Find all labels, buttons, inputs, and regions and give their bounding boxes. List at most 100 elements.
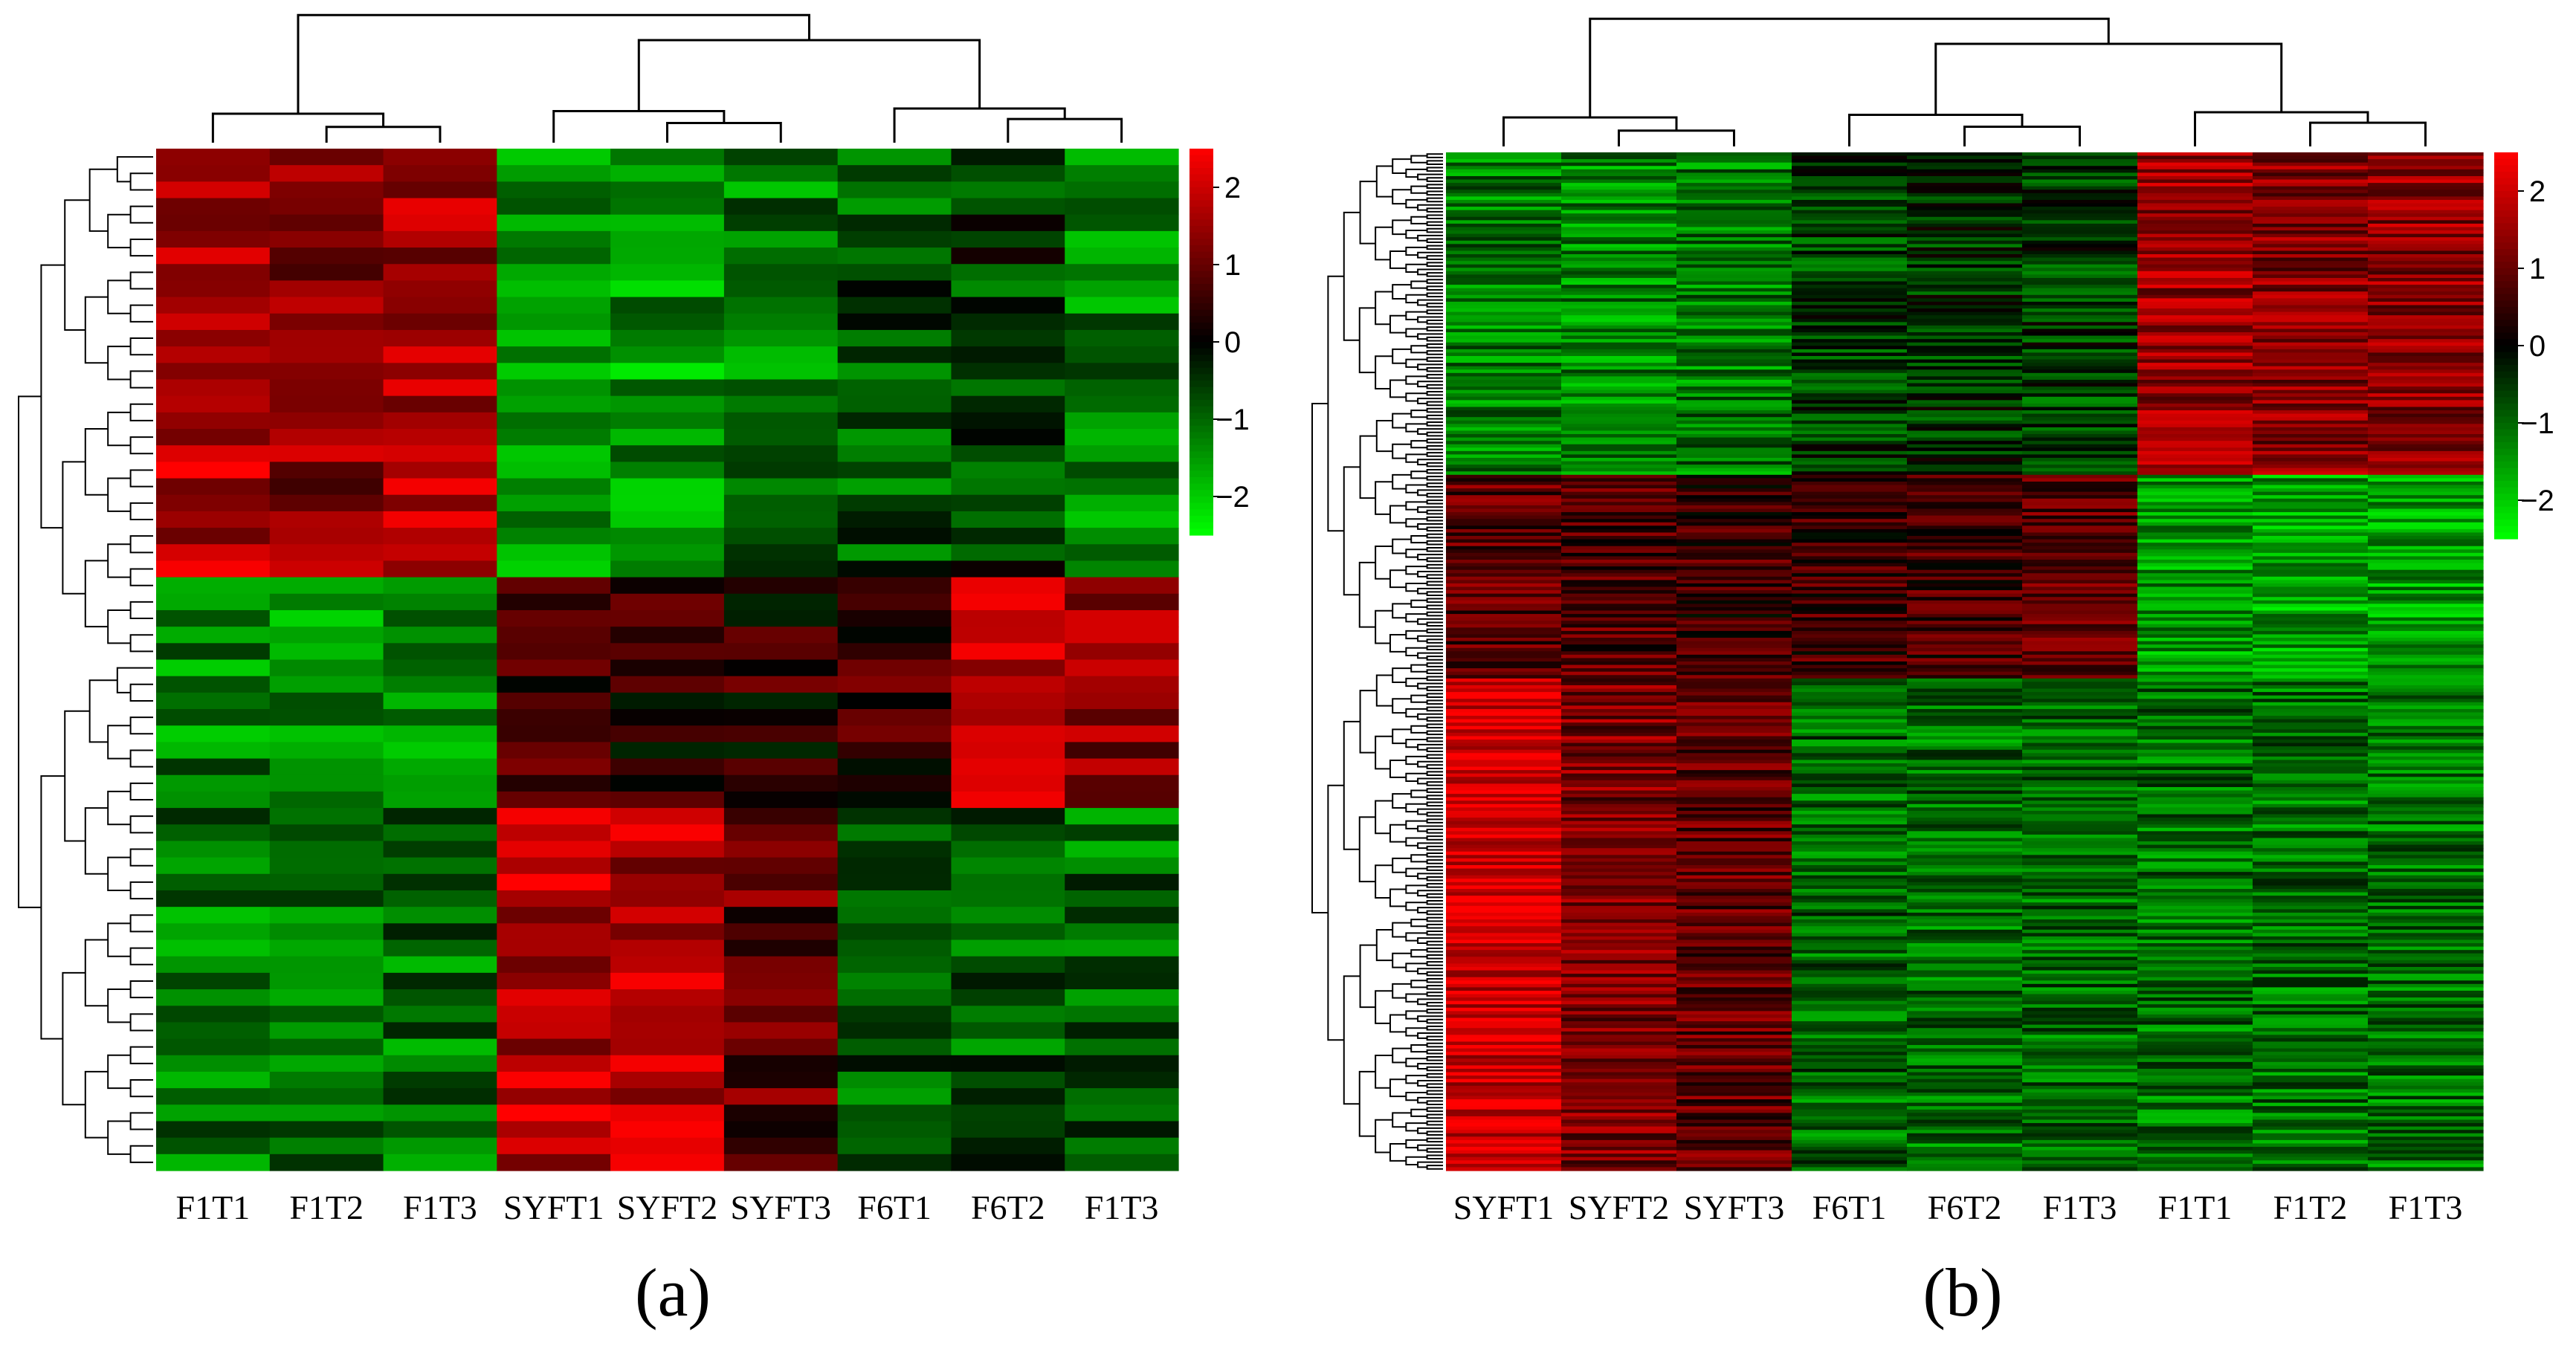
heatmap-cell — [1446, 580, 1562, 584]
heatmap-cell — [2022, 458, 2138, 462]
heatmap-cell — [2368, 152, 2484, 157]
heatmap-cell — [1907, 434, 2023, 439]
heatmap-cell — [2137, 441, 2253, 445]
heatmap-cell — [951, 791, 1065, 809]
heatmap-cell — [1792, 742, 1908, 747]
heatmap-cell — [1446, 495, 1562, 499]
heatmap-cell — [1792, 600, 1908, 604]
heatmap-cell — [2022, 1089, 2138, 1093]
dendrogram-branch — [1426, 526, 1443, 532]
heatmap-cell — [1792, 926, 1908, 931]
color-scale-segment — [2494, 326, 2518, 334]
heatmap-cell — [2022, 339, 2138, 343]
heatmap-cell — [1446, 946, 1562, 951]
heatmap-cell — [2253, 946, 2369, 951]
heatmap-cell — [1792, 450, 1908, 456]
heatmap-cell — [1907, 159, 2023, 164]
heatmap-cell — [156, 774, 271, 792]
dendrogram-branch — [1405, 246, 1427, 256]
heatmap-cell — [1561, 668, 1677, 673]
heatmap-cell — [1561, 1004, 1677, 1009]
heatmap-cell — [2368, 383, 2484, 387]
heatmap-cell — [2137, 671, 2253, 676]
color-scale-segment — [2494, 371, 2518, 378]
heatmap-cell — [497, 923, 611, 941]
heatmap-cell — [2022, 943, 2138, 948]
heatmap-cell — [1446, 593, 1562, 598]
heatmap-cell — [1792, 169, 1908, 173]
heatmap-cell — [2137, 458, 2253, 462]
heatmap-cell — [2368, 1035, 2484, 1039]
color-scale-segment — [1189, 335, 1213, 343]
heatmap-cell — [2253, 1085, 2369, 1090]
dendrogram-branch — [1426, 852, 1443, 858]
heatmap-cell — [1676, 332, 1792, 337]
heatmap-cell — [1792, 247, 1908, 252]
heatmap-cell — [837, 478, 952, 496]
heatmap-cell — [1907, 1147, 2023, 1151]
heatmap-cell — [1792, 980, 1908, 985]
heatmap-cell — [723, 824, 839, 842]
heatmap-cell — [383, 1104, 497, 1122]
heatmap-cell — [1561, 685, 1677, 690]
heatmap-cell — [1446, 213, 1562, 218]
heatmap-cell — [1446, 383, 1562, 387]
heatmap-cell — [2022, 356, 2138, 360]
heatmap-cell — [1676, 909, 1792, 913]
heatmap-cell — [2253, 604, 2369, 608]
heatmap-cell — [1676, 1106, 1792, 1110]
heatmap-cell — [2368, 766, 2484, 771]
heatmap-cell — [1446, 389, 1562, 394]
dendrogram-branch — [1426, 835, 1443, 841]
heatmap-cell — [1446, 169, 1562, 173]
heatmap-cell — [1561, 1045, 1677, 1049]
heatmap-cell — [2253, 318, 2369, 323]
heatmap-cell — [1907, 169, 2023, 173]
heatmap-cell — [1676, 325, 1792, 330]
dendrogram-branch — [1405, 1156, 1427, 1166]
heatmap-cell — [1561, 342, 1677, 346]
dendrogram-branch — [1426, 166, 1443, 172]
heatmap-cell — [951, 198, 1065, 216]
heatmap-cell — [951, 379, 1065, 397]
heatmap-cell — [2022, 220, 2138, 224]
heatmap-cell — [1446, 186, 1562, 190]
heatmap-cell — [1561, 329, 1677, 333]
heatmap-cell — [1792, 274, 1908, 279]
heatmap-cell — [1907, 580, 2023, 584]
heatmap-cell — [1792, 508, 1908, 513]
heatmap-cell — [383, 462, 497, 479]
color-scale-segment — [1189, 470, 1213, 478]
heatmap-cell — [951, 1071, 1065, 1089]
heatmap-cell — [1907, 552, 2023, 557]
heatmap-cell — [1446, 155, 1562, 160]
heatmap-cell — [1792, 386, 1908, 391]
heatmap-cell — [2253, 953, 2369, 957]
heatmap-cell — [1676, 702, 1792, 706]
heatmap-cell — [1065, 1137, 1179, 1155]
heatmap-cell — [1907, 322, 2023, 326]
heatmap-cell — [156, 791, 271, 809]
heatmap-cell — [1792, 1078, 1908, 1083]
heatmap-cell — [2253, 909, 2369, 913]
color-scale-segment — [1189, 393, 1213, 401]
dendrogram-branch — [1426, 1137, 1443, 1143]
heatmap-cell — [2137, 621, 2253, 625]
heatmap-cell — [1907, 977, 2023, 981]
heatmap-cell — [1792, 732, 1908, 737]
heatmap-cell — [1907, 994, 2023, 998]
heatmap-cell — [1907, 1139, 2023, 1145]
heatmap-cell — [383, 363, 497, 381]
heatmap-cell — [1792, 1014, 1908, 1019]
heatmap-cell — [2368, 447, 2484, 452]
heatmap-cell — [1907, 244, 2023, 248]
heatmap-cell — [1446, 305, 1562, 309]
heatmap-cell — [2137, 963, 2253, 968]
heatmap-cell — [2137, 166, 2253, 170]
heatmap-cell — [1561, 892, 1677, 896]
heatmap-cell — [1446, 899, 1562, 903]
heatmap-cell — [2368, 712, 2484, 716]
heatmap-cell — [2137, 1038, 2253, 1043]
heatmap-cell — [1907, 929, 2023, 934]
dendrogram-branch — [40, 775, 65, 1040]
